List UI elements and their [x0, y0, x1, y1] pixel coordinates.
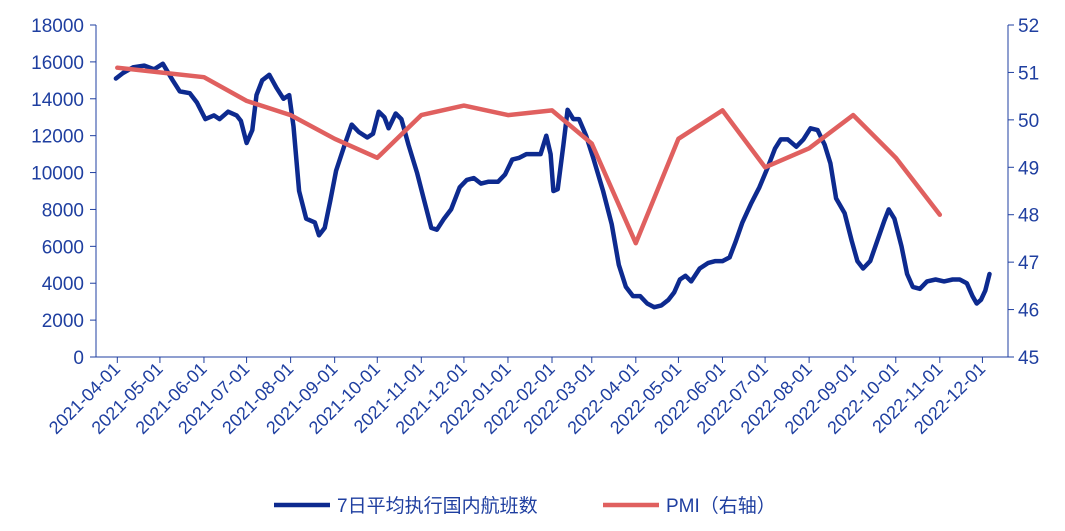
pmi-line: [115, 65, 943, 246]
left-axis: 0 2000 4000 6000 8000 10000 12000 14000 16000 180…: [31, 16, 97, 369]
left-tick-label: 2000: [42, 311, 84, 332]
right-axis: 45 46 47 48 49 50 51 52: [1007, 16, 1039, 369]
flights-line: [113, 61, 992, 310]
right-tick-label: 51: [1018, 63, 1039, 84]
left-tick-label: 12000: [31, 127, 84, 148]
right-tick-label: 50: [1018, 111, 1039, 132]
left-tick-label: 8000: [42, 200, 84, 221]
right-tick-label: 47: [1018, 253, 1039, 274]
left-tick-label: 10000: [31, 164, 84, 185]
right-tick-label: 49: [1018, 158, 1039, 179]
legend-label-flights: 7日平均执行国内航班数: [337, 495, 538, 517]
legend-label-pmi: PMI（右轴）: [666, 495, 776, 517]
right-tick-label: 48: [1018, 206, 1039, 227]
left-axis-ticks: 0 2000 4000 6000 8000 10000 12000 14000 16000 180…: [31, 16, 96, 369]
legend: 7日平均执行国内航班数 PMI（右轴）: [274, 495, 776, 517]
right-axis-ticks: 45 46 47 48 49 50 51 52: [1008, 16, 1039, 369]
right-tick-label: 46: [1018, 301, 1039, 322]
left-tick-label: 6000: [42, 237, 84, 258]
left-tick-label: 14000: [31, 90, 84, 111]
right-tick-label: 52: [1018, 16, 1039, 37]
x-axis: 2021-04-012021-05-012021-06-012021-07-01…: [45, 356, 1008, 438]
left-tick-label: 16000: [31, 53, 84, 74]
x-axis-ticks: 2021-04-012021-05-012021-06-012021-07-01…: [45, 357, 989, 438]
left-tick-label: 4000: [42, 274, 84, 295]
left-tick-label: 0: [73, 348, 84, 369]
series-layer: [113, 61, 992, 310]
right-tick-label: 45: [1018, 348, 1039, 369]
left-tick-label: 18000: [31, 16, 84, 37]
